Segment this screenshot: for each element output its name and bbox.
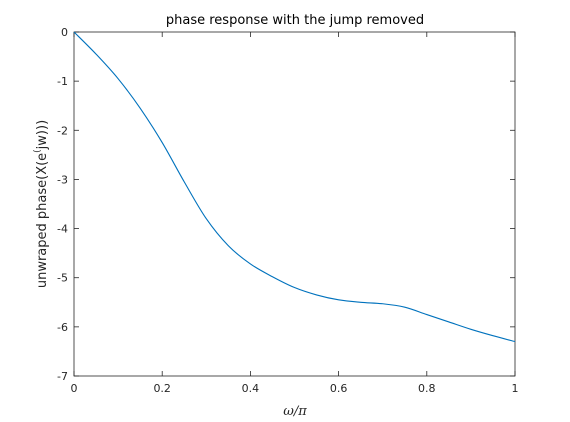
x-axis-ticks: 0 0.2 0.4 0.6 0.8 1 bbox=[71, 32, 519, 395]
y-axis-label-tail: jw))) bbox=[35, 120, 50, 150]
y-tick-label: -7 bbox=[57, 370, 68, 383]
y-axis-label-superscript: ( bbox=[33, 149, 43, 153]
y-axis-label-main: unwraped phase(X(e bbox=[35, 153, 50, 288]
y-tick-label: -1 bbox=[57, 75, 68, 88]
plot-area bbox=[73, 31, 516, 377]
x-tick-label: 0.2 bbox=[153, 382, 171, 395]
y-tick-label: -6 bbox=[57, 321, 68, 334]
y-axis-ticks: 0 -1 -2 -3 -4 -5 -6 -7 bbox=[57, 26, 515, 383]
x-tick-label: 0.6 bbox=[330, 382, 348, 395]
x-tick-label: 0.4 bbox=[242, 382, 260, 395]
y-axis-label: unwraped phase(X(e(jw))) bbox=[33, 120, 50, 288]
y-tick-label: -3 bbox=[57, 173, 68, 186]
x-tick-label: 0 bbox=[71, 382, 78, 395]
series-line bbox=[73, 31, 516, 343]
x-tick-label: 1 bbox=[512, 382, 519, 395]
x-tick-label: 0.8 bbox=[418, 382, 436, 395]
x-axis-label: ω/π bbox=[283, 404, 307, 419]
y-tick-label: 0 bbox=[61, 26, 68, 39]
chart-title: phase response with the jump removed bbox=[166, 13, 424, 28]
y-tick-label: -5 bbox=[57, 272, 68, 285]
y-tick-label: -4 bbox=[57, 223, 68, 236]
y-tick-label: -2 bbox=[57, 124, 68, 137]
